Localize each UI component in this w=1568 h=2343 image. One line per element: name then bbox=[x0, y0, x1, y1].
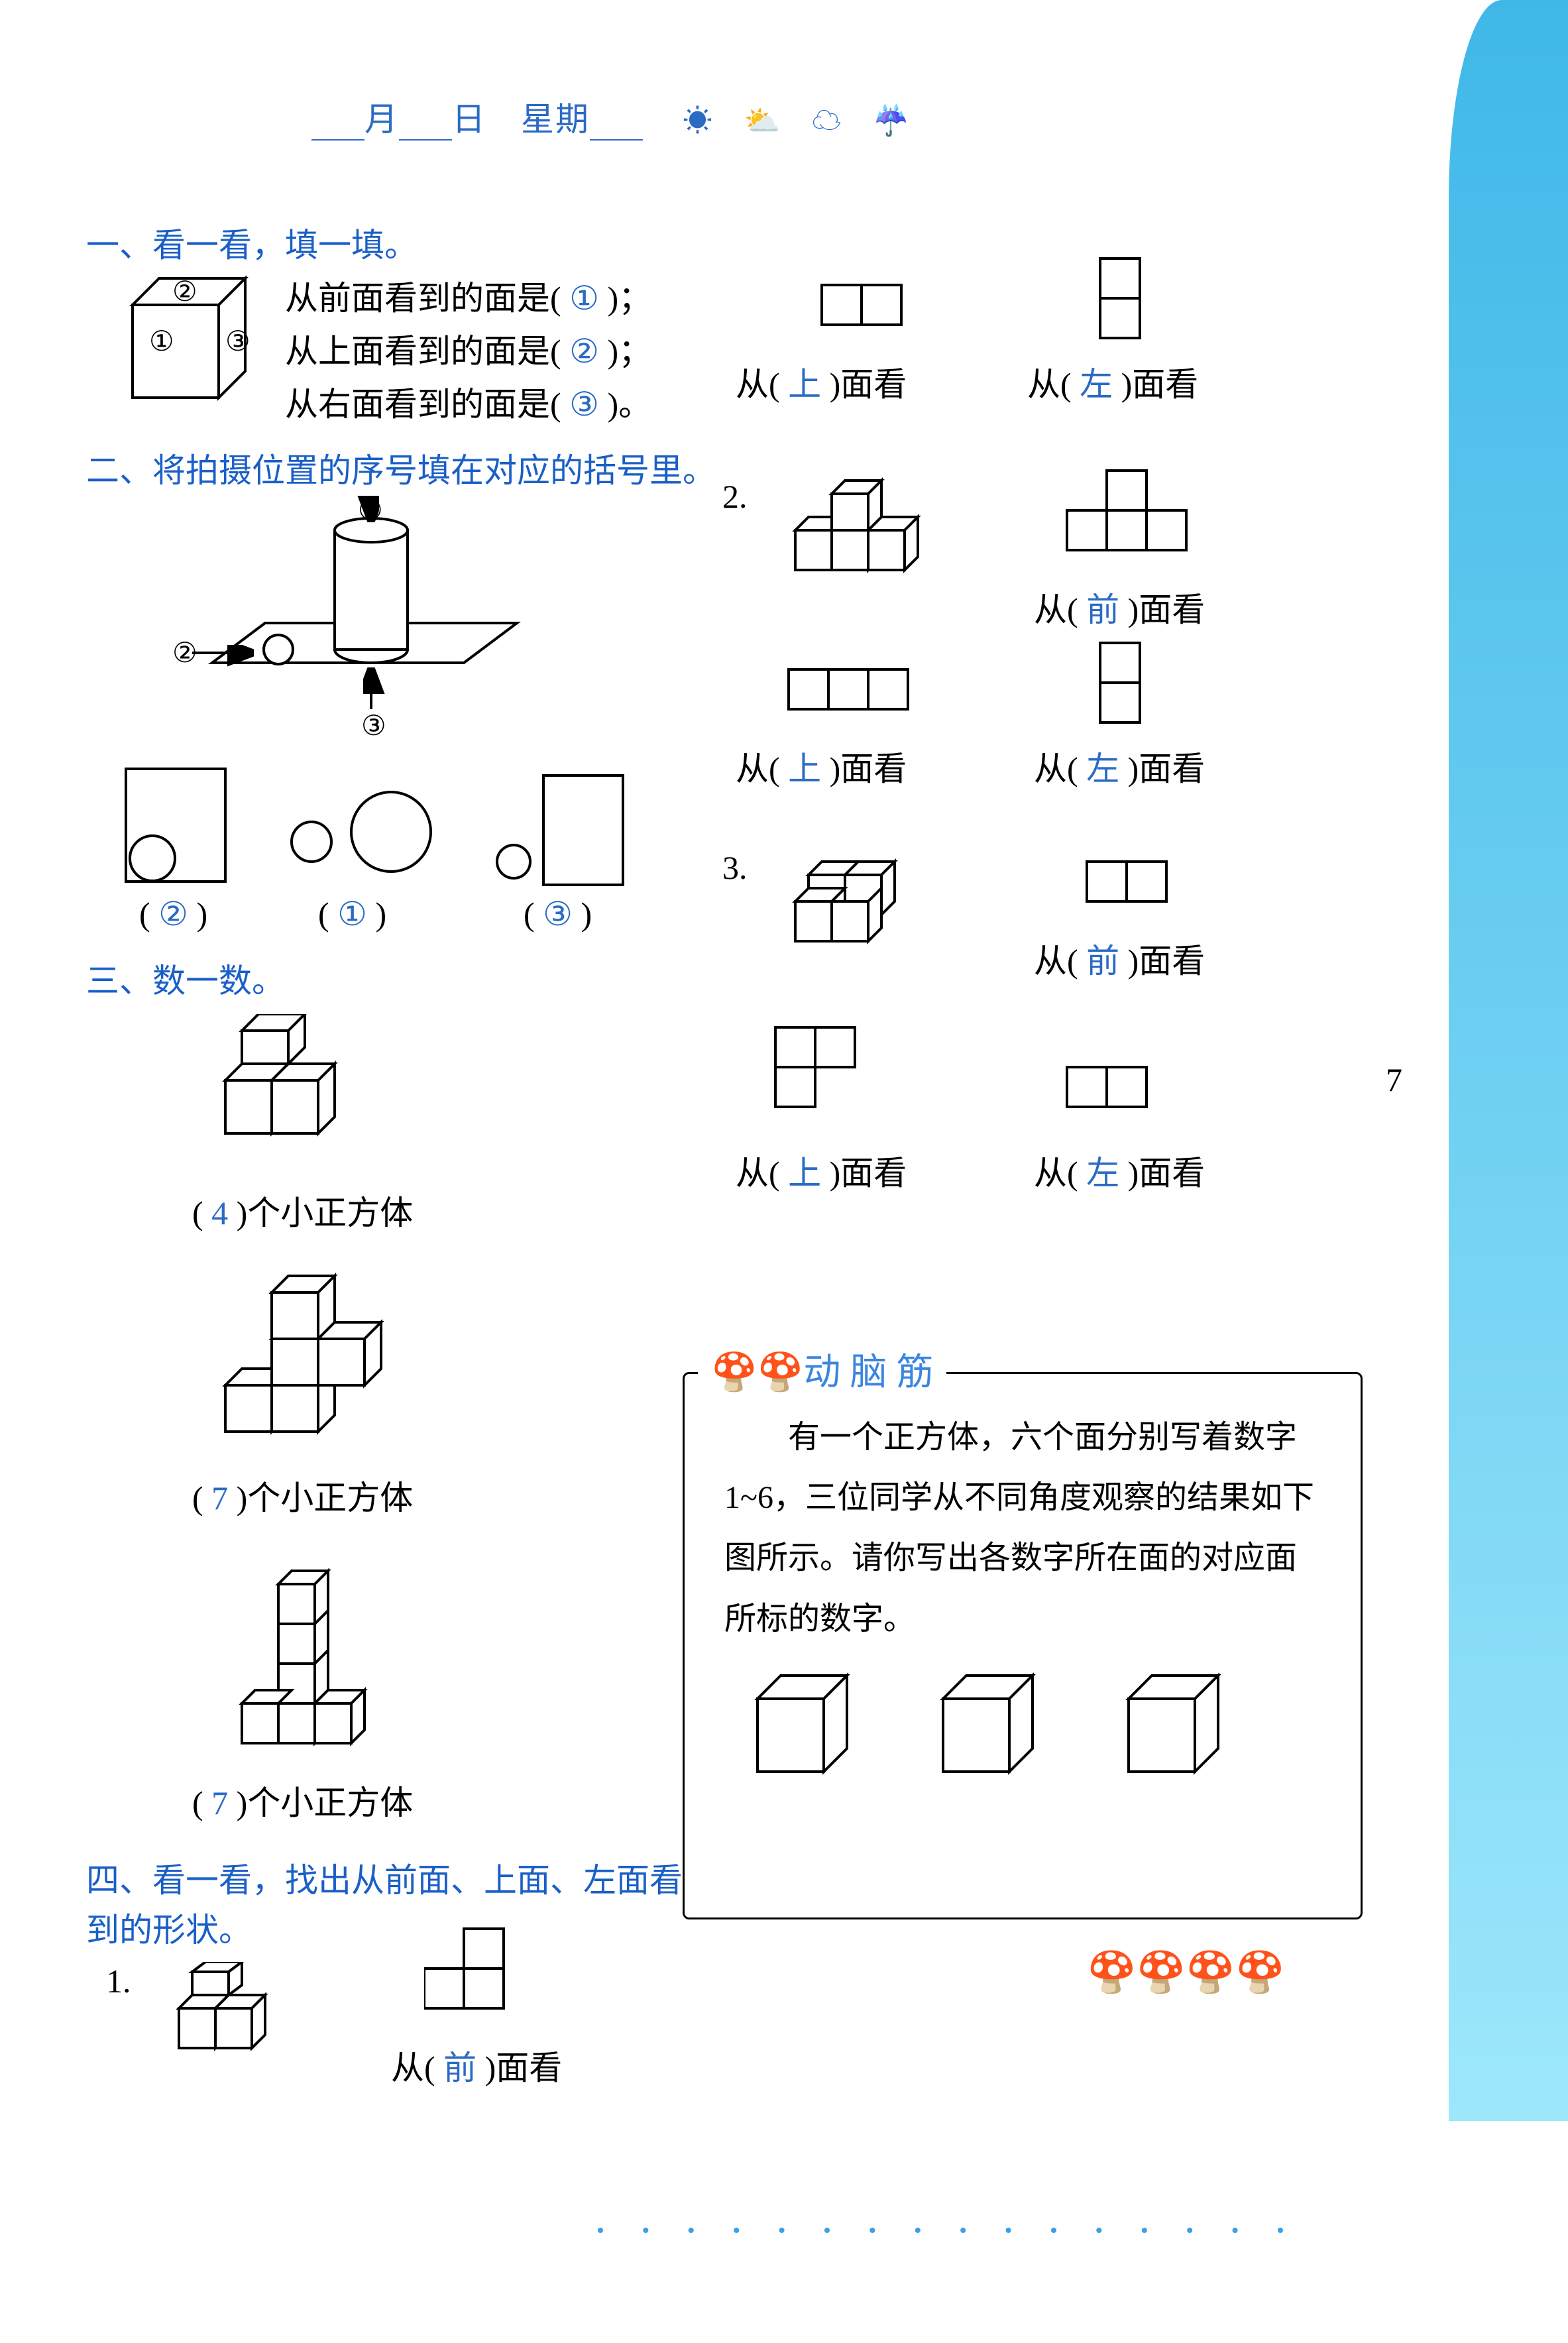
s1-line1: 从前面看到的面是( ① )； bbox=[285, 272, 651, 319]
s4-q3-top-view bbox=[769, 1021, 881, 1127]
decorative-band bbox=[1449, 0, 1568, 2121]
date-header: 月日 星期 ☀ ⛅ ☁ ☔ bbox=[311, 93, 911, 141]
s4-q1-front-view bbox=[424, 1922, 530, 2028]
s4-q2-front-view bbox=[1060, 464, 1206, 570]
s4-q3-top: 从( 上 )面看 bbox=[736, 1147, 907, 1194]
page-number: 7 bbox=[1386, 1060, 1402, 1099]
s4-q1-top: 从( 上 )面看 bbox=[736, 358, 907, 406]
brain-text: 有一个正方体，六个面分别写着数字1~6，三位同学从不同角度观察的结果如下图所示。… bbox=[724, 1407, 1321, 1649]
brain-cube1 bbox=[738, 1666, 870, 1785]
s3-ans3: ( 7 )个小正方体 bbox=[192, 1776, 413, 1824]
s4-q1-label: 1. bbox=[106, 1962, 131, 2000]
s2-label-3: ③ bbox=[361, 709, 386, 742]
s4-q1-left: 从( 左 )面看 bbox=[1027, 358, 1198, 406]
s2-label-2: ② bbox=[172, 636, 197, 669]
s2-opt3-ans: ( ③ ) bbox=[524, 895, 592, 933]
s4-q2-top: 从( 上 )面看 bbox=[736, 742, 907, 790]
s4-q3-front-view bbox=[1080, 855, 1186, 915]
s4-q3-front: 从( 前 )面看 bbox=[1034, 935, 1205, 982]
s4-q2-left: 从( 左 )面看 bbox=[1034, 742, 1205, 790]
s4-q1-front: 从( 前 )面看 bbox=[391, 2041, 562, 2089]
s4-q2-top-view bbox=[782, 663, 928, 722]
s1-cube-front-label: ① bbox=[149, 325, 174, 358]
section2-heading: 二、将拍摄位置的序号填在对应的括号里。 bbox=[86, 444, 716, 492]
section3-heading: 三、数一数。 bbox=[86, 954, 285, 1002]
s3-ans1: ( 4 )个小正方体 bbox=[192, 1186, 413, 1234]
s4-q3-fig bbox=[782, 829, 948, 961]
s4-q3-label: 3. bbox=[722, 848, 748, 887]
s1-cube-right-label: ③ bbox=[225, 325, 251, 358]
s2-opt2-fig bbox=[285, 782, 444, 882]
s1-line2: 从上面看到的面是( ② )； bbox=[285, 325, 651, 372]
s2-opt1-ans: ( ② ) bbox=[139, 895, 207, 933]
s4-q2-left-view bbox=[1093, 636, 1160, 736]
mushroom-deco: 🍄🍄🍄🍄 bbox=[1087, 1949, 1285, 1996]
worksheet-page: 7 月日 星期 ☀ ⛅ ☁ ☔ 一、看一看，填一填。 ② ① ③ 从前面看到的面… bbox=[0, 0, 1568, 2343]
s4-q2-label: 2. bbox=[722, 477, 748, 516]
s4-q1-left-view bbox=[1093, 252, 1160, 351]
s2-opt3-fig bbox=[490, 769, 636, 895]
s3-ans2: ( 7 )个小正方体 bbox=[192, 1471, 413, 1519]
section4-heading: 四、看一看，找出从前面、上面、左面看到的形状。 bbox=[86, 1856, 683, 1955]
s3-fig2 bbox=[212, 1253, 424, 1452]
s2-label-1: ① bbox=[358, 494, 383, 527]
s1-cube-top-label: ② bbox=[172, 275, 197, 308]
s4-q1-top-view bbox=[815, 278, 921, 338]
s1-line3: 从右面看到的面是( ③ )。 bbox=[285, 378, 651, 426]
section1-heading: 一、看一看，填一填。 bbox=[86, 219, 418, 266]
s4-q3-left: 从( 左 )面看 bbox=[1034, 1147, 1205, 1194]
s2-opt2-ans: ( ① ) bbox=[318, 895, 386, 933]
s3-fig3 bbox=[199, 1544, 431, 1750]
footer-dots: • • • • • • • • • • • • • • • • bbox=[596, 2218, 1300, 2244]
brain-cube3 bbox=[1109, 1666, 1241, 1785]
s2-opt1-fig bbox=[119, 762, 239, 895]
s4-q1-fig bbox=[166, 1962, 311, 2075]
s4-q2-fig bbox=[782, 457, 981, 583]
brain-box: 🍄🍄动 脑 筋 有一个正方体，六个面分别写着数字1~6，三位同学从不同角度观察的… bbox=[683, 1372, 1363, 1919]
s3-fig1 bbox=[212, 1014, 411, 1167]
s4-q3-left-view bbox=[1060, 1060, 1166, 1120]
brain-title: 🍄🍄动 脑 筋 bbox=[698, 1342, 946, 1396]
s4-q2-front: 从( 前 )面看 bbox=[1034, 583, 1205, 631]
brain-cube2 bbox=[923, 1666, 1056, 1785]
